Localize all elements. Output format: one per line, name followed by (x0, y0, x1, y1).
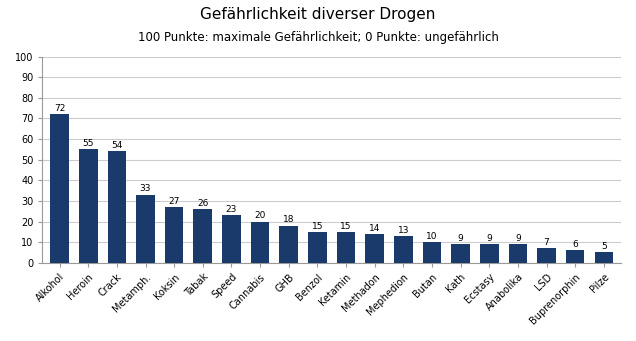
Bar (50, 114, 69, 263)
Text: 18: 18 (283, 216, 294, 224)
Text: 15: 15 (340, 222, 352, 231)
Bar (165, 207, 183, 263)
Bar (394, 236, 413, 263)
Bar (365, 234, 384, 263)
Text: 9: 9 (458, 234, 464, 243)
Bar (595, 252, 613, 263)
Bar (251, 222, 270, 263)
Text: 55: 55 (83, 139, 94, 148)
Text: 33: 33 (140, 184, 151, 193)
Text: 15: 15 (312, 222, 323, 231)
Text: 7: 7 (544, 238, 550, 247)
Bar (336, 232, 356, 263)
Text: 27: 27 (169, 197, 180, 206)
Text: 14: 14 (369, 224, 380, 233)
Bar (452, 244, 470, 263)
Text: 13: 13 (398, 226, 409, 235)
Text: 100 Punkte: maximale Gefährlichkeit; 0 Punkte: ungefährlich: 100 Punkte: maximale Gefährlichkeit; 0 P… (137, 31, 499, 44)
Bar (423, 242, 441, 263)
Text: 72: 72 (54, 104, 66, 113)
Text: 9: 9 (515, 234, 521, 243)
Text: 10: 10 (426, 232, 438, 241)
Text: 5: 5 (601, 242, 607, 251)
Text: 20: 20 (254, 211, 266, 220)
Bar (279, 226, 298, 263)
Text: 26: 26 (197, 199, 209, 208)
Bar (308, 232, 327, 263)
Text: 54: 54 (111, 141, 123, 150)
Bar (509, 244, 527, 263)
Bar (480, 244, 499, 263)
Bar (79, 149, 97, 263)
Bar (136, 195, 155, 263)
Bar (566, 250, 584, 263)
Bar (537, 248, 556, 263)
Text: 23: 23 (226, 205, 237, 214)
Text: 6: 6 (572, 240, 578, 249)
Bar (193, 209, 212, 263)
Text: 9: 9 (487, 234, 492, 243)
Bar (107, 151, 126, 263)
Text: Gefährlichkeit diverser Drogen: Gefährlichkeit diverser Drogen (200, 7, 436, 22)
Bar (222, 216, 241, 263)
